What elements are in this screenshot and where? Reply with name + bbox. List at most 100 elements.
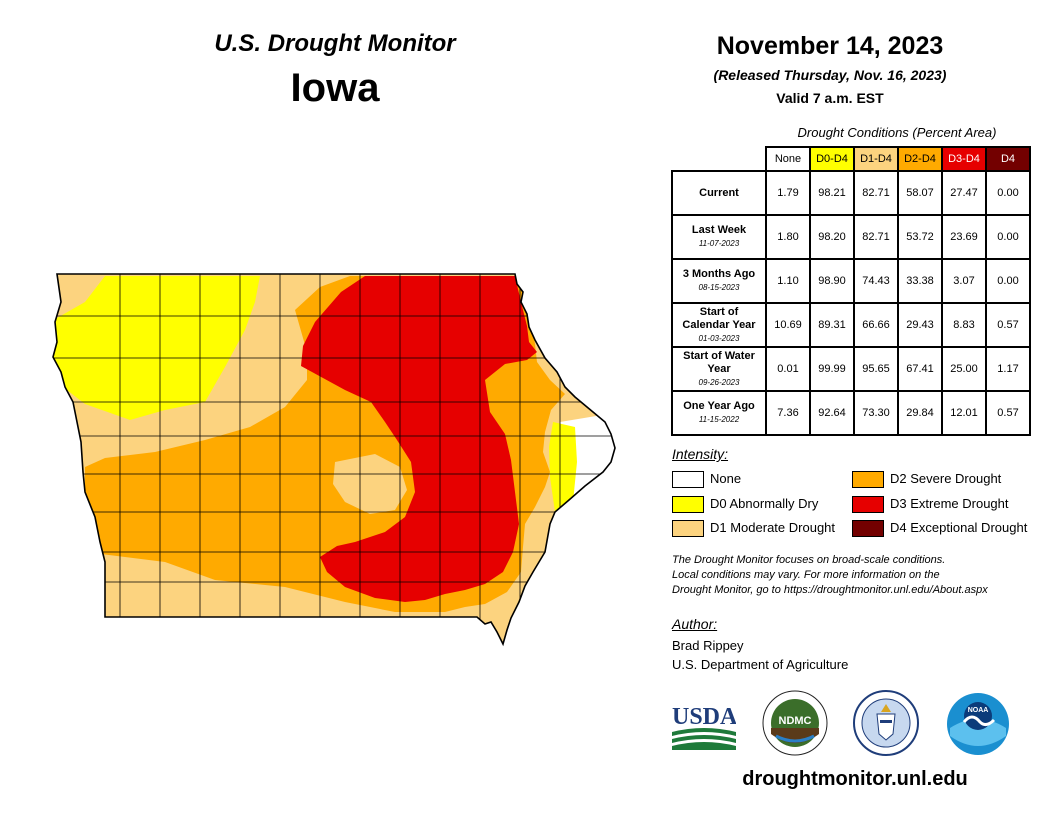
- row-date: 09-26-2023: [698, 377, 740, 387]
- table-row: Start of Calendar Year 01-03-2023 10.69 89.…: [671, 302, 1031, 348]
- row-label: One Year Ago: [683, 400, 755, 412]
- value-cell: 1.10: [765, 258, 811, 304]
- column-header: D2-D4: [897, 146, 943, 172]
- note-line: Local conditions may vary. For more info…: [672, 569, 940, 581]
- legend-label: D1 Moderate Drought: [710, 520, 836, 535]
- legend-label: None: [710, 471, 742, 486]
- svg-text:NDMC: NDMC: [779, 715, 812, 727]
- d0-region-northwest: [53, 276, 260, 420]
- value-cell: 95.65: [853, 346, 899, 392]
- legend-swatch: [672, 496, 704, 513]
- row-date: 08-15-2023: [698, 283, 740, 292]
- value-cell: 82.71: [853, 214, 899, 260]
- author-org: U.S. Department of Agriculture: [672, 657, 849, 672]
- value-cell: 98.21: [809, 170, 855, 216]
- row-label-cell: Current: [671, 170, 767, 216]
- note-line: The Drought Monitor focuses on broad-sca…: [672, 554, 946, 566]
- state-outline: [52, 273, 616, 647]
- legend-label: D0 Abnormally Dry: [710, 496, 819, 511]
- value-cell: 74.43: [853, 258, 899, 304]
- table-row: Start of Water Year 09-26-2023 0.01 99.99 95…: [671, 346, 1031, 392]
- row-label: Current: [699, 186, 739, 199]
- table-row: One Year Ago 11-15-2022 7.36 92.64 73.30 29.8…: [671, 390, 1031, 436]
- map-program-title: U.S. Drought Monitor: [214, 30, 456, 57]
- value-cell: 82.71: [853, 170, 899, 216]
- row-date: 11-07-2023: [698, 239, 740, 248]
- value-cell: 1.79: [765, 170, 811, 216]
- column-header: D1-D4: [853, 146, 899, 172]
- usda-logo[interactable]: USDA: [672, 702, 736, 750]
- author-title: Author:: [672, 616, 718, 632]
- column-header: None: [765, 146, 811, 172]
- d0-region-east: [549, 422, 577, 518]
- column-header: D3-D4: [941, 146, 987, 172]
- value-cell: 29.84: [897, 390, 943, 436]
- value-cell: 0.00: [985, 258, 1031, 304]
- value-cell: 98.90: [809, 258, 855, 304]
- legend-title: Intensity:: [672, 446, 729, 462]
- value-cell: 0.00: [985, 214, 1031, 260]
- value-cell: 99.99: [809, 346, 855, 392]
- value-cell: 92.64: [809, 390, 855, 436]
- website-link[interactable]: droughtmonitor.unl.edu: [742, 768, 968, 790]
- legend-label: D4 Exceptional Drought: [890, 520, 1028, 535]
- value-cell: 1.80: [765, 214, 811, 260]
- row-label: Start of Water Year: [683, 349, 755, 375]
- value-cell: 0.01: [765, 346, 811, 392]
- value-cell: 73.30: [853, 390, 899, 436]
- row-label-cell: 3 Months Ago 08-15-2023: [671, 258, 767, 304]
- value-cell: 1.17: [985, 346, 1031, 392]
- row-date: 01-03-2023: [698, 333, 740, 343]
- value-cell: 25.00: [941, 346, 987, 392]
- value-cell: 89.31: [809, 302, 855, 348]
- commerce-seal-logo[interactable]: [853, 690, 919, 756]
- svg-text:USDA: USDA: [672, 704, 736, 730]
- legend-label: D2 Severe Drought: [890, 471, 1002, 486]
- value-cell: 23.69: [941, 214, 987, 260]
- table-row: Last Week 11-07-2023 1.80 98.20 82.71 53.72 23…: [671, 214, 1031, 260]
- legend-swatch: [852, 496, 884, 513]
- row-label: 3 Months Ago: [682, 268, 756, 280]
- row-label-cell: Start of Calendar Year 01-03-2023: [671, 302, 767, 348]
- note-line: Drought Monitor, go to https://droughtmo…: [672, 584, 988, 596]
- value-cell: 0.57: [985, 302, 1031, 348]
- value-cell: 98.20: [809, 214, 855, 260]
- map-date: November 14, 2023: [716, 32, 944, 60]
- value-cell: 0.57: [985, 390, 1031, 436]
- value-cell: 29.43: [897, 302, 943, 348]
- row-label-cell: Last Week 11-07-2023: [671, 214, 767, 260]
- ndmc-logo[interactable]: NDMC: [762, 690, 828, 756]
- table-row: 3 Months Ago 08-15-2023 1.10 98.90 74.43 33.3…: [671, 258, 1031, 304]
- valid-time: Valid 7 a.m. EST: [776, 90, 884, 106]
- value-cell: 7.36: [765, 390, 811, 436]
- value-cell: 58.07: [897, 170, 943, 216]
- value-cell: 27.47: [941, 170, 987, 216]
- row-label-cell: One Year Ago 11-15-2022: [671, 390, 767, 436]
- drought-conditions-table: None D0-D4 D1-D4 D2-D4 D3-D4 D4 Current 1.79 98.…: [671, 146, 1031, 436]
- value-cell: 66.66: [853, 302, 899, 348]
- value-cell: 8.83: [941, 302, 987, 348]
- table-corner: [672, 147, 766, 171]
- value-cell: 0.00: [985, 170, 1031, 216]
- row-label-cell: Start of Water Year 09-26-2023: [671, 346, 767, 392]
- author-name: Brad Rippey: [672, 638, 744, 653]
- disclaimer-note: The Drought Monitor focuses on broad-sca…: [672, 553, 1052, 598]
- value-cell: 33.38: [897, 258, 943, 304]
- table-row: Current 1.79 98.21 82.71 58.07 27.47 0.00: [671, 170, 1031, 216]
- legend-swatch: [672, 471, 704, 488]
- column-header: D4: [985, 146, 1031, 172]
- legend-label: D3 Extreme Drought: [890, 496, 1009, 511]
- value-cell: 53.72: [897, 214, 943, 260]
- legend-swatch: [852, 471, 884, 488]
- d1-region-central: [333, 454, 407, 514]
- noaa-logo[interactable]: NOAA: [946, 692, 1010, 756]
- legend-swatch: [852, 520, 884, 537]
- value-cell: 67.41: [897, 346, 943, 392]
- svg-text:NOAA: NOAA: [968, 707, 989, 714]
- iowa-drought-map: [52, 273, 616, 647]
- row-date: 11-15-2022: [698, 415, 740, 424]
- row-label: Last Week: [691, 224, 747, 236]
- d1-region-southwest: [85, 552, 405, 622]
- column-header: D0-D4: [809, 146, 855, 172]
- release-date: (Released Thursday, Nov. 16, 2023): [713, 67, 947, 83]
